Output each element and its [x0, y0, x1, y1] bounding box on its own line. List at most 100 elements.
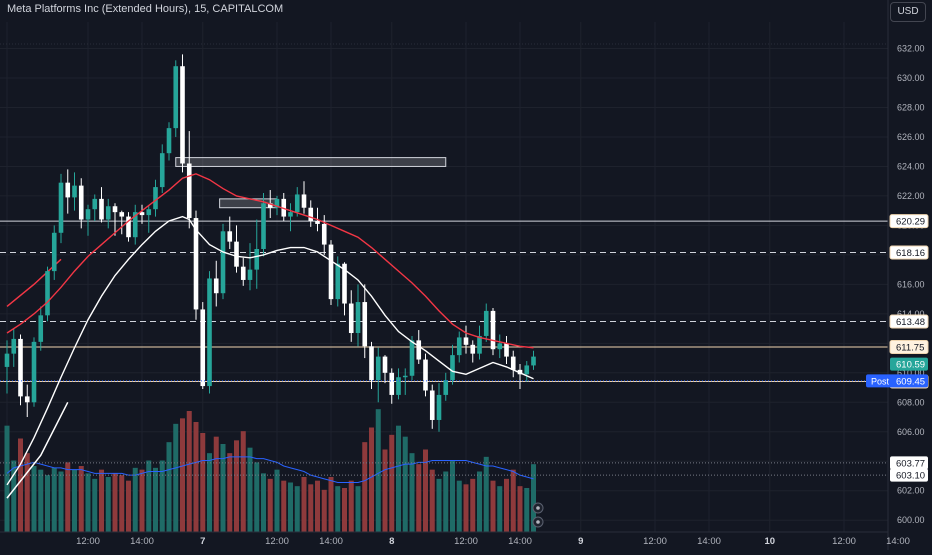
- volume-bar: [240, 431, 246, 532]
- y-tick-label: 614.00: [897, 309, 925, 319]
- volume-bar: [355, 486, 361, 532]
- candle-body: [234, 241, 239, 267]
- candle-body: [159, 153, 165, 188]
- candle-body: [112, 206, 118, 213]
- candle-body: [139, 212, 145, 216]
- volume-bar: [375, 409, 381, 532]
- ma-slow-line: [6, 173, 534, 349]
- x-tick-label: 14:00: [508, 536, 532, 547]
- volume-bar: [65, 462, 71, 532]
- y-tick-label: 628.00: [897, 102, 925, 112]
- volume-bar: [470, 478, 476, 532]
- level-price-tag-text: 611.75: [896, 343, 924, 354]
- volume-bar: [450, 460, 455, 532]
- x-tick-label: 12:00: [454, 536, 478, 547]
- candle-body: [490, 310, 496, 350]
- y-tick-label: 624.00: [897, 161, 925, 171]
- candle-body: [423, 359, 428, 391]
- volume-bar: [510, 469, 516, 532]
- volume-bar: [490, 480, 496, 532]
- candle-body: [497, 343, 503, 350]
- candle-body: [105, 206, 111, 220]
- volume-bar: [92, 478, 98, 532]
- volume-bar: [328, 477, 334, 532]
- logo-background: [0, 534, 14, 550]
- volume-ma-line: [6, 456, 534, 483]
- volume-bar: [11, 460, 17, 532]
- post-price-badge-text: Post: [871, 376, 890, 386]
- volume-bar: [362, 442, 368, 532]
- volume-bar: [389, 434, 395, 532]
- candle-body: [153, 187, 158, 210]
- candle-body: [38, 315, 44, 342]
- candle-body: [477, 335, 482, 354]
- volume-bar: [72, 469, 77, 532]
- volume-bar: [402, 436, 408, 532]
- candle-body: [483, 310, 489, 336]
- volume-bar: [200, 433, 206, 532]
- candle-body: [456, 337, 462, 356]
- volume-bar: [409, 453, 415, 532]
- candle-body: [240, 266, 246, 280]
- zone-rectangle[interactable]: [175, 157, 447, 167]
- x-tick-label: 7: [200, 536, 205, 547]
- candle-body: [335, 263, 341, 300]
- volume-value-tag-text: 603.77: [896, 458, 925, 469]
- volume-bar: [105, 477, 111, 532]
- volume-bar: [396, 425, 401, 532]
- candle-body: [321, 223, 327, 245]
- chart-title: Meta Platforms Inc (Extended Hours), 15,…: [7, 3, 284, 15]
- candle-body: [524, 365, 530, 375]
- candle-body: [180, 66, 185, 164]
- candle-body: [402, 375, 408, 378]
- y-tick-label: 622.00: [897, 191, 925, 201]
- volume-bar: [146, 460, 152, 532]
- candle-body: [200, 309, 206, 387]
- volume-bar: [227, 453, 233, 532]
- x-tick-label: 12:00: [643, 536, 667, 547]
- candle-body: [470, 344, 476, 354]
- level-price-tag: [889, 314, 929, 329]
- y-tick-label: 606.00: [897, 427, 925, 437]
- volume-bar: [180, 418, 185, 532]
- candle-body: [146, 209, 152, 216]
- candle-body: [375, 356, 381, 381]
- currency-button[interactable]: USD: [890, 2, 926, 22]
- volume-bar: [301, 477, 307, 532]
- candle-body: [288, 212, 293, 217]
- y-tick-label: 632.00: [897, 44, 925, 54]
- candle-body: [294, 194, 300, 213]
- candle-body: [389, 372, 395, 395]
- volume-bar: [504, 478, 509, 532]
- volume-bar: [497, 486, 503, 532]
- volume-bar: [213, 436, 219, 532]
- volume-bar: [274, 469, 280, 532]
- candle-body: [396, 377, 401, 395]
- volume-bar: [85, 473, 91, 532]
- candle-body: [126, 216, 131, 238]
- y-tick-label: 602.00: [897, 486, 925, 496]
- volume-bar: [477, 471, 482, 532]
- x-tick-label: 12:00: [265, 536, 289, 547]
- volume-bar: [119, 475, 125, 532]
- volume-bar: [308, 484, 314, 532]
- event-icon-dot: [536, 506, 540, 510]
- volume-bar: [112, 473, 118, 532]
- level-price-tag: [889, 340, 929, 355]
- x-tick-label: 8: [389, 536, 394, 547]
- ma-fast-line: [6, 215, 534, 486]
- volume-bar: [429, 469, 435, 532]
- candle-body: [362, 302, 368, 347]
- x-tick-label: 14:00: [130, 536, 154, 547]
- candle-body: [99, 198, 104, 220]
- candle-body: [510, 356, 516, 370]
- last-price-tag: [890, 357, 928, 371]
- candle-body: [382, 356, 388, 373]
- volume-bar: [261, 473, 266, 532]
- candle-body: [308, 207, 314, 221]
- candle-body: [342, 263, 347, 304]
- x-tick-label: 14:00: [886, 536, 910, 547]
- candle-body: [429, 390, 435, 420]
- volume-value-tag-text: 603.10: [896, 471, 925, 482]
